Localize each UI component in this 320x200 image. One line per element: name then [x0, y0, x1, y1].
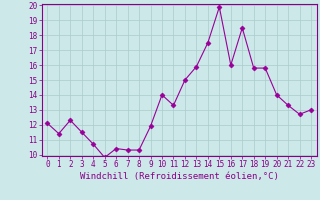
X-axis label: Windchill (Refroidissement éolien,°C): Windchill (Refroidissement éolien,°C) — [80, 172, 279, 181]
